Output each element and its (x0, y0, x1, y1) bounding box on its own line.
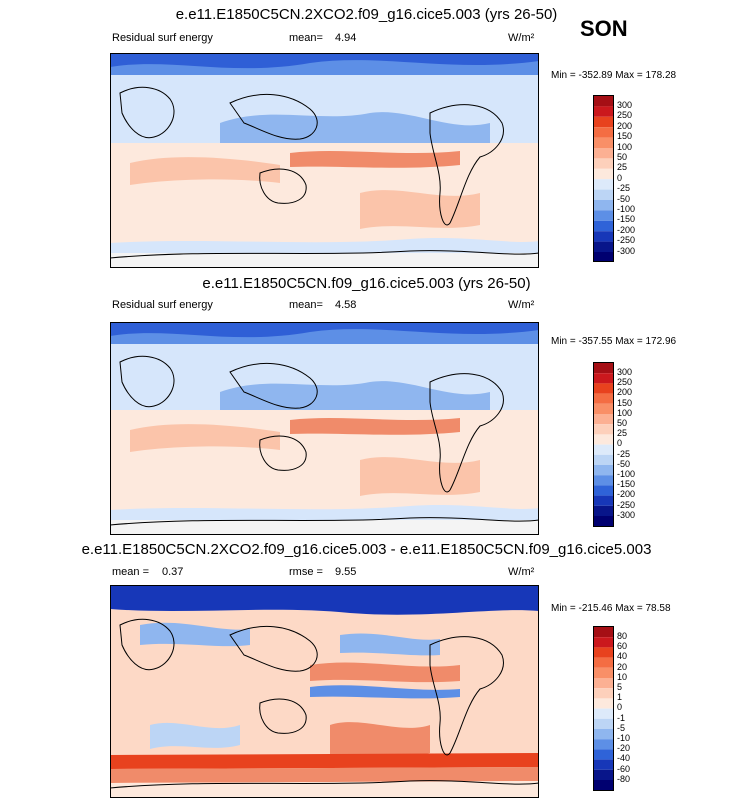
panel3-cbar-tick: 1 (617, 692, 623, 703)
panel3-cbar-tick: -60 (617, 763, 631, 774)
panel3-cbar-tick: 20 (617, 661, 628, 672)
panel2-colorbar: 300 250 200 150 100 50 25 0 -25 -50 -100… (593, 362, 665, 527)
panel3-cbar-tick: -10 (617, 733, 631, 743)
panel1-cbar-tick: 50 (617, 152, 628, 162)
panel2-minmax: Min = -357.55 Max = 172.96 (551, 336, 677, 347)
panel1-mean-value: 4.94 (335, 32, 357, 44)
panel2-cbar-tick: -25 (617, 448, 631, 459)
panel1-variable-label: Residual surf energy (112, 32, 213, 44)
panel2-cbar-tick: -300 (617, 509, 636, 520)
panel2-mean-label: mean= (289, 299, 323, 311)
panel1-cbar-tick: 300 (617, 100, 633, 110)
panel3-cbar-tick: 5 (617, 682, 623, 692)
panel2-colorbar-swatches (593, 362, 614, 527)
panel3-rmse-label: rmse = (289, 566, 323, 578)
panel1-colorbar-swatches (593, 95, 614, 262)
panel1-cbar-tick: 250 (617, 110, 633, 121)
panel3-cbar-tick: 10 (617, 671, 628, 682)
panel2-cbar-tick: 100 (617, 407, 633, 418)
panel2-cbar-tick: 50 (617, 418, 628, 428)
panel2-mean-value: 4.58 (335, 299, 357, 311)
panel1-minmax: Min = -352.89 Max = 178.28 (551, 70, 677, 81)
panel3-title: e.e11.E1850C5CN.2XCO2.f09_g16.cice5.003 … (81, 541, 652, 558)
panel1-mean-label: mean= (289, 32, 323, 44)
panel2-map (110, 322, 539, 535)
panel2-cbar-tick: 150 (617, 397, 633, 408)
panel2-cbar-tick: 25 (617, 428, 628, 439)
panel3-cbar-tick: 0 (617, 702, 623, 713)
panel2-cbar-tick: 250 (617, 377, 633, 388)
panel3-cbar-tick: 80 (617, 631, 628, 641)
panel3-map (110, 585, 539, 798)
panel1-cbar-tick: -25 (617, 183, 631, 194)
panel2-cbar-tick: 300 (617, 367, 633, 377)
panel1-cbar-tick: -250 (617, 235, 636, 246)
panel3-rmse-value: 9.55 (335, 566, 357, 578)
panel1-cbar-tick: -200 (617, 224, 636, 235)
panel3-cbar-tick: -80 (617, 773, 631, 784)
panel3-colorbar: 80 60 40 20 10 5 1 0 -1 -5 -10 -20 -40 -… (593, 626, 665, 791)
panel2-units: W/m² (508, 299, 535, 311)
panel3-colorbar-swatches (593, 626, 614, 791)
panel1-cbar-tick: 25 (617, 162, 628, 173)
panel1-cbar-tick: -300 (617, 245, 636, 256)
panel1-cbar-tick: 150 (617, 131, 633, 142)
panel1-cbar-tick: 200 (617, 120, 633, 131)
panel2-cbar-tick: -250 (617, 499, 636, 510)
panel1-colorbar: 300 250 200 150 100 50 25 0 -25 -50 -100… (593, 95, 665, 262)
panel3-cbar-tick: 40 (617, 651, 628, 662)
panel3-cbar-tick: -5 (617, 722, 626, 733)
panel2-cbar-tick: 0 (617, 438, 623, 449)
panel3-mean-value: 0.37 (162, 566, 184, 578)
panel2-cbar-tick: -150 (617, 479, 636, 490)
season-label: SON (580, 16, 628, 41)
panel3-cbar-tick: -20 (617, 743, 631, 754)
panel2-cbar-tick: -50 (617, 458, 631, 469)
panel1-cbar-tick: -50 (617, 193, 631, 204)
panel3-mean-label: mean = (112, 566, 149, 578)
panel1-cbar-tick: 100 (617, 141, 633, 152)
panel3-cbar-tick: 60 (617, 641, 628, 652)
panel3-cbar-tick: -40 (617, 753, 631, 764)
panel3-units: W/m² (508, 566, 535, 578)
panel2-cbar-tick: -200 (617, 489, 636, 500)
panel1-cbar-tick: -150 (617, 214, 636, 225)
panel3-minmax: Min = -215.46 Max = 78.58 (551, 603, 671, 614)
panel1-cbar-tick: -100 (617, 204, 636, 214)
panel1-cbar-tick: 0 (617, 172, 623, 183)
panel2-cbar-tick: -100 (617, 469, 636, 479)
panel2-title: e.e11.E1850C5CN.f09_g16.cice5.003 (yrs 2… (202, 275, 531, 292)
panel1-title: e.e11.E1850C5CN.2XCO2.f09_g16.cice5.003 … (175, 6, 558, 23)
panel3-cbar-tick: -1 (617, 712, 626, 723)
panel1-map (110, 53, 539, 268)
panel2-cbar-tick: 200 (617, 387, 633, 398)
panel2-variable-label: Residual surf energy (112, 299, 213, 311)
panel1-units: W/m² (508, 32, 535, 44)
